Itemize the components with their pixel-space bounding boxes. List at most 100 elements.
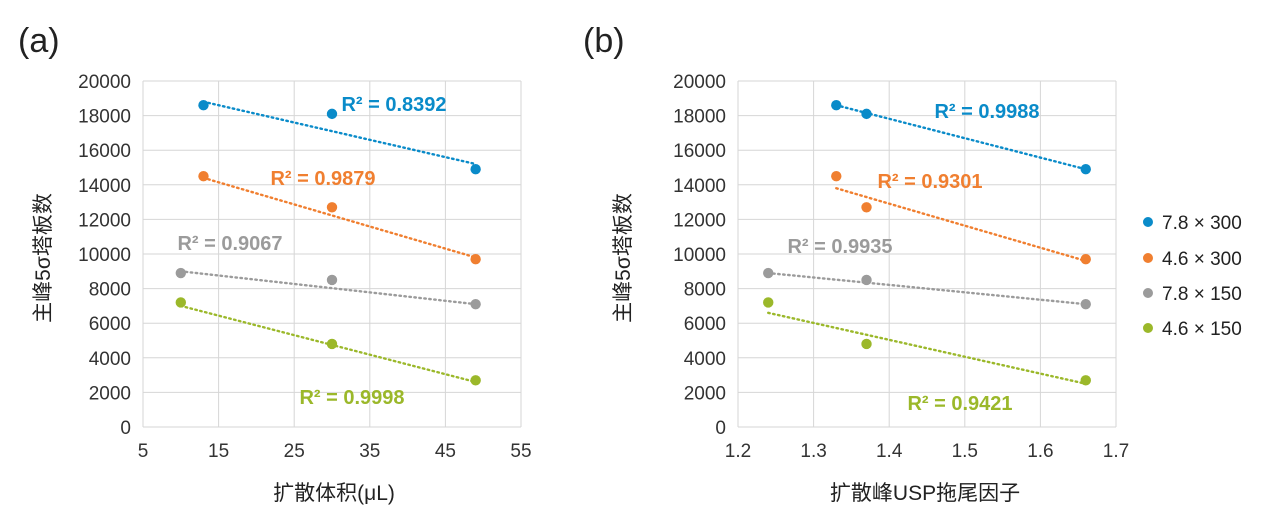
panel-a: (a) 主峰5σ塔板数 扩散体积(μL) 0 2000 4000 6000 8000 10… — [18, 22, 532, 505]
y-tick-label: 8000 — [89, 280, 131, 301]
r-squared-label: R² = 0.9421 — [907, 393, 1012, 415]
x-tick-label: 1.2 — [725, 441, 751, 462]
data-point — [326, 274, 338, 286]
x-tick-label: 15 — [208, 441, 229, 462]
panel-b-x-axis-title: 扩散峰USP拖尾因子 — [830, 482, 1020, 505]
series-3: R² = 0.9998 — [175, 297, 481, 409]
series-3: R² = 0.9421 — [763, 297, 1091, 415]
legend-marker-0 — [1143, 217, 1153, 227]
panel-a-y-axis-title: 主峰5σ塔板数 — [32, 193, 55, 323]
y-tick-label: 8000 — [684, 280, 726, 301]
trendline — [767, 271, 1087, 306]
data-point — [1080, 375, 1091, 386]
data-point — [831, 170, 842, 182]
y-tick-label: 10000 — [673, 245, 726, 266]
trendline — [179, 270, 477, 306]
trendline — [835, 187, 1087, 263]
data-point — [831, 100, 842, 111]
legend-marker-1 — [1143, 253, 1153, 263]
x-tick-label: 1.3 — [800, 441, 826, 462]
data-point — [861, 108, 872, 120]
series-0: R² = 0.8392 — [198, 94, 481, 175]
x-tick-label: 35 — [359, 441, 380, 462]
y-tick-label: 12000 — [673, 210, 726, 231]
y-tick-label: 6000 — [684, 314, 726, 335]
x-tick-label: 25 — [284, 441, 305, 462]
trendline — [202, 176, 477, 259]
data-point — [1080, 298, 1091, 310]
r-squared-label: R² = 0.9988 — [934, 101, 1039, 123]
y-tick-label: 4000 — [684, 349, 726, 370]
x-tick-label: 5 — [138, 441, 149, 462]
x-tick-label: 1.6 — [1027, 441, 1053, 462]
y-tick-label: 14000 — [78, 176, 131, 197]
gridlines — [142, 80, 522, 428]
legend: 7.8 × 300 4.6 × 300 7.8 × 150 4.6 × 150 — [1143, 213, 1242, 340]
r-squared-label: R² = 0.9879 — [270, 168, 375, 190]
trendline — [835, 104, 1087, 171]
data-point — [763, 267, 774, 279]
y-tick-label: 20000 — [673, 72, 726, 93]
data-point — [198, 100, 209, 111]
x-tick-label: 1.4 — [876, 441, 903, 462]
r-squared-label: R² = 0.8392 — [341, 94, 446, 116]
panel-a-label: (a) — [18, 22, 60, 60]
y-tick-label: 14000 — [673, 176, 726, 197]
legend-marker-3 — [1143, 323, 1153, 333]
y-tick-label: 18000 — [673, 107, 726, 128]
r-squared-label: R² = 0.9935 — [787, 236, 892, 258]
y-tick-label: 2000 — [684, 383, 726, 404]
data-point — [198, 170, 209, 182]
data-point — [861, 274, 872, 286]
y-tick-label: 20000 — [78, 72, 131, 93]
x-tick-label: 55 — [510, 441, 531, 462]
x-tick-label: 1.7 — [1103, 441, 1129, 462]
y-tick-label: 12000 — [78, 210, 131, 231]
data-point — [1080, 164, 1091, 175]
legend-label-2: 7.8 × 150 — [1162, 284, 1242, 305]
data-point — [1080, 253, 1091, 265]
y-tick-label: 4000 — [89, 349, 131, 370]
legend-label-3: 4.6 × 150 — [1162, 319, 1242, 340]
y-tick-label: 10000 — [78, 245, 131, 266]
r-squared-label: R² = 0.9067 — [177, 233, 282, 255]
panel-a-x-axis-title: 扩散体积(μL) — [273, 482, 395, 505]
legend-label-0: 7.8 × 300 — [1162, 213, 1242, 234]
trendline — [202, 100, 477, 166]
panel-b: (b) 主峰5σ塔板数 扩散峰USP拖尾因子 0 2000 4000 6000 8000… — [583, 22, 1129, 505]
series-0: R² = 0.9988 — [831, 100, 1091, 175]
data-point — [861, 202, 872, 213]
y-tick-label: 16000 — [673, 141, 726, 162]
data-point — [470, 375, 481, 386]
series-1: R² = 0.9879 — [198, 168, 481, 265]
data-point — [470, 298, 481, 310]
data-point — [326, 108, 338, 120]
data-point — [326, 202, 338, 213]
data-point — [470, 253, 481, 265]
r-squared-label: R² = 0.9301 — [877, 171, 982, 193]
series-2: R² = 0.9067 — [175, 233, 481, 310]
data-point — [326, 338, 338, 350]
data-point — [763, 297, 774, 308]
r-squared-label: R² = 0.9998 — [299, 387, 404, 409]
y-tick-label: 2000 — [89, 383, 131, 404]
y-tick-label: 18000 — [78, 107, 131, 128]
y-tick-label: 16000 — [78, 141, 131, 162]
data-point — [470, 164, 481, 175]
data-point — [861, 338, 872, 350]
data-point — [175, 297, 186, 308]
series-1: R² = 0.9301 — [831, 170, 1091, 265]
data-point — [175, 267, 186, 279]
y-tick-label: 0 — [120, 418, 131, 439]
x-tick-label: 45 — [435, 441, 456, 462]
legend-label-1: 4.6 × 300 — [1162, 249, 1242, 270]
y-tick-label: 6000 — [89, 314, 131, 335]
x-tick-label: 1.5 — [952, 441, 978, 462]
panel-b-label: (b) — [583, 22, 625, 60]
legend-marker-2 — [1143, 288, 1153, 298]
series-2: R² = 0.9935 — [763, 236, 1091, 310]
trendline — [767, 311, 1087, 385]
y-tick-label: 0 — [715, 418, 726, 439]
